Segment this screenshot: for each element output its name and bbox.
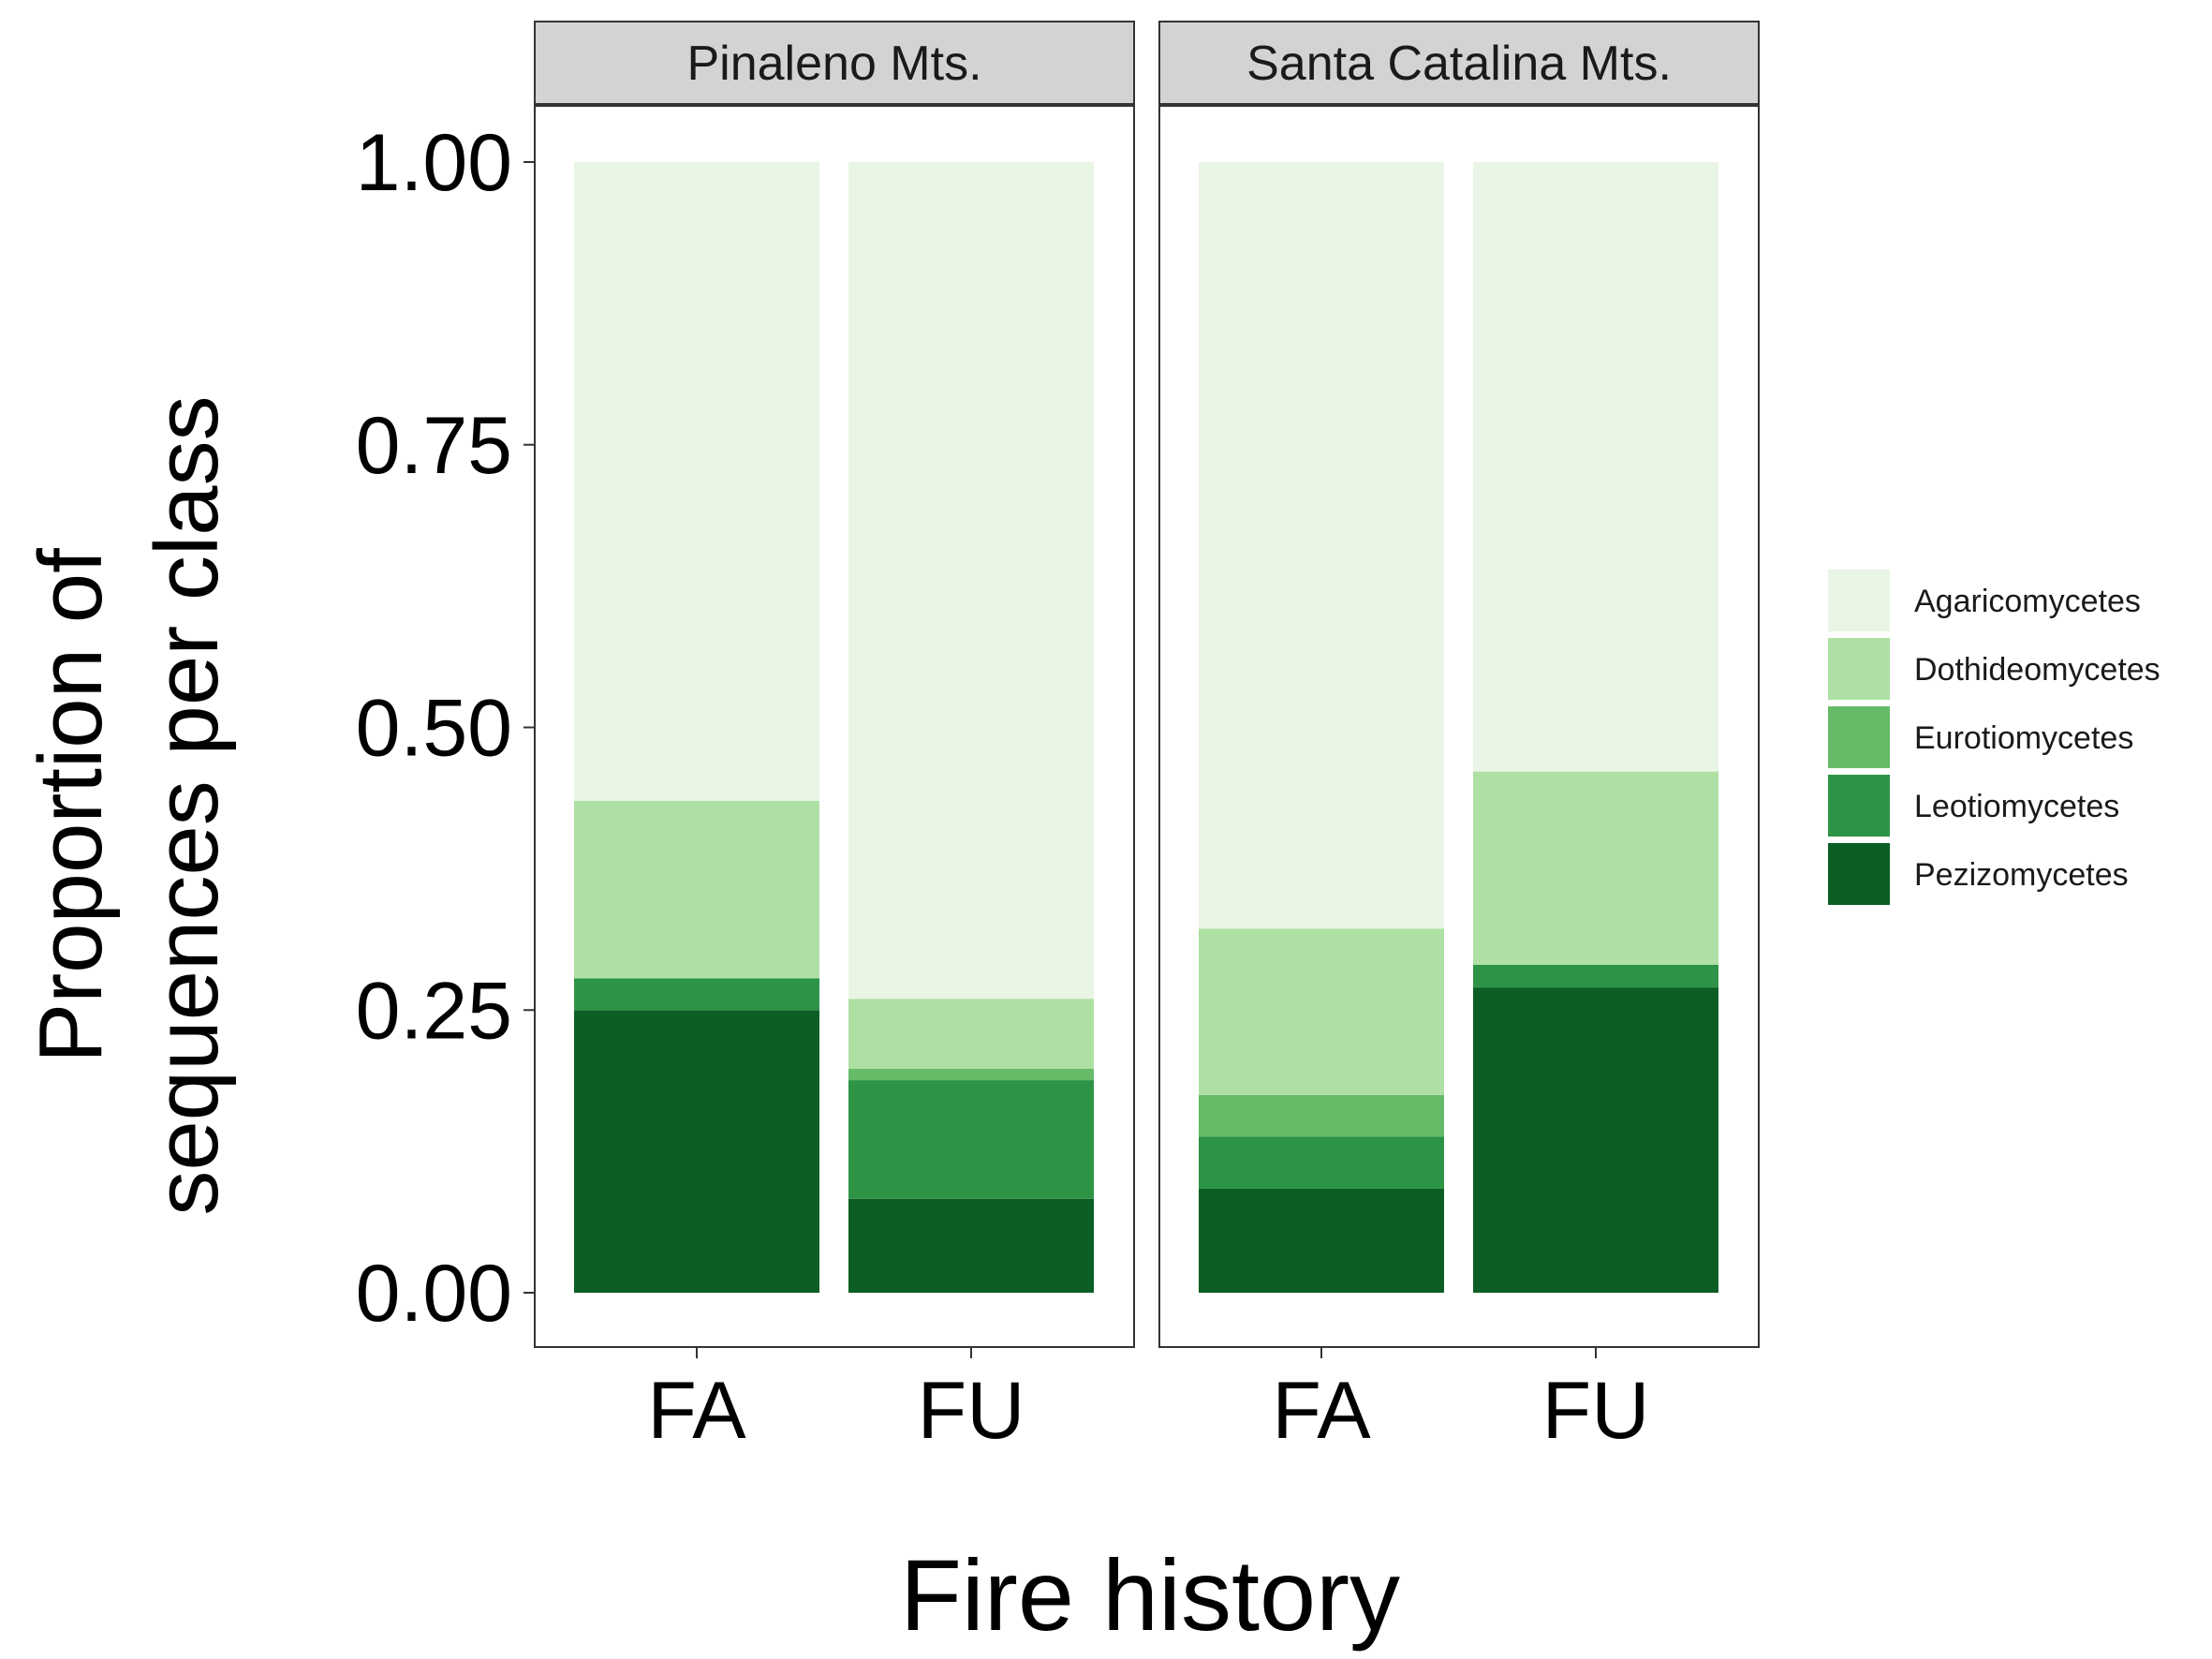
bar-segment-agaricomycetes [574,162,819,801]
facet-panel: Pinaleno Mts. FA FU [534,21,1135,1456]
bar-segment-leotiomycetes [1199,1136,1444,1189]
bar-segment-eurotiomycetes [848,1069,1094,1081]
bar-segment-agaricomycetes [848,162,1094,1000]
legend-label: Dothideomycetes [1914,652,2160,688]
legend: Agaricomycetes Dothideomycetes Eurotiomyce… [1828,570,2160,905]
y-axis: 0.00 0.25 0.50 0.75 1.00 [356,118,535,1339]
facet-strip-label: Santa Catalina Mts. [1246,37,1672,91]
x-tick-label: FA [1272,1366,1371,1456]
y-tick-label: 0.50 [356,684,512,774]
facet-strip-label: Pinaleno Mts. [686,37,981,91]
bar-segment-pezizomycetes [848,1198,1094,1293]
x-tick-label: FA [647,1366,746,1456]
y-tick-label: 0.00 [356,1249,512,1339]
legend-label: Pezizomycetes [1914,857,2129,893]
bar-segment-dothideomycetes [848,999,1094,1070]
bar-segment-agaricomycetes [1199,162,1444,929]
legend-key-agaricomycetes [1828,570,1890,631]
facet-panels: Pinaleno Mts. FA FU Santa Catalina Mts. FA FU [534,21,1760,1456]
y-tick-label: 0.25 [356,966,512,1056]
bar-segment-pezizomycetes [1199,1188,1444,1293]
bar-segment-dothideomycetes [1199,928,1444,1095]
bar-segment-leotiomycetes [1473,964,1718,988]
facet-strip [1158,21,1760,105]
legend-key-leotiomycetes [1828,775,1890,837]
bar-segment-agaricomycetes [1473,162,1718,772]
y-axis-title-line-2: sequences per class [137,395,237,1215]
y-tick-label: 0.75 [356,401,512,491]
legend-key-dothideomycetes [1828,638,1890,700]
bar-segment-pezizomycetes [1473,987,1718,1293]
legend-key-eurotiomycetes [1828,706,1890,768]
bar-segment-eurotiomycetes [1199,1094,1444,1137]
bar-segment-dothideomycetes [574,800,819,979]
x-tick-label: FU [1542,1366,1650,1456]
bar-segment-leotiomycetes [848,1080,1094,1199]
y-tick-label: 1.00 [356,118,512,208]
legend-label: Leotiomycetes [1914,789,2119,824]
facet-strip [534,21,1135,105]
legend-label: Agaricomycetes [1914,584,2141,619]
x-axis-title: Fire history [900,1538,1400,1652]
panel-border [1158,105,1760,1348]
bar-segment-dothideomycetes [1473,771,1718,965]
y-axis-title-line-1: Proportion of [21,548,121,1063]
bar-segment-leotiomycetes [574,978,819,1011]
facet-panel: Santa Catalina Mts. FA FU [1158,21,1760,1456]
legend-label: Eurotiomycetes [1914,720,2133,756]
bar-segment-pezizomycetes [574,1010,819,1293]
x-tick-label: FU [918,1366,1025,1456]
legend-key-pezizomycetes [1828,843,1890,905]
